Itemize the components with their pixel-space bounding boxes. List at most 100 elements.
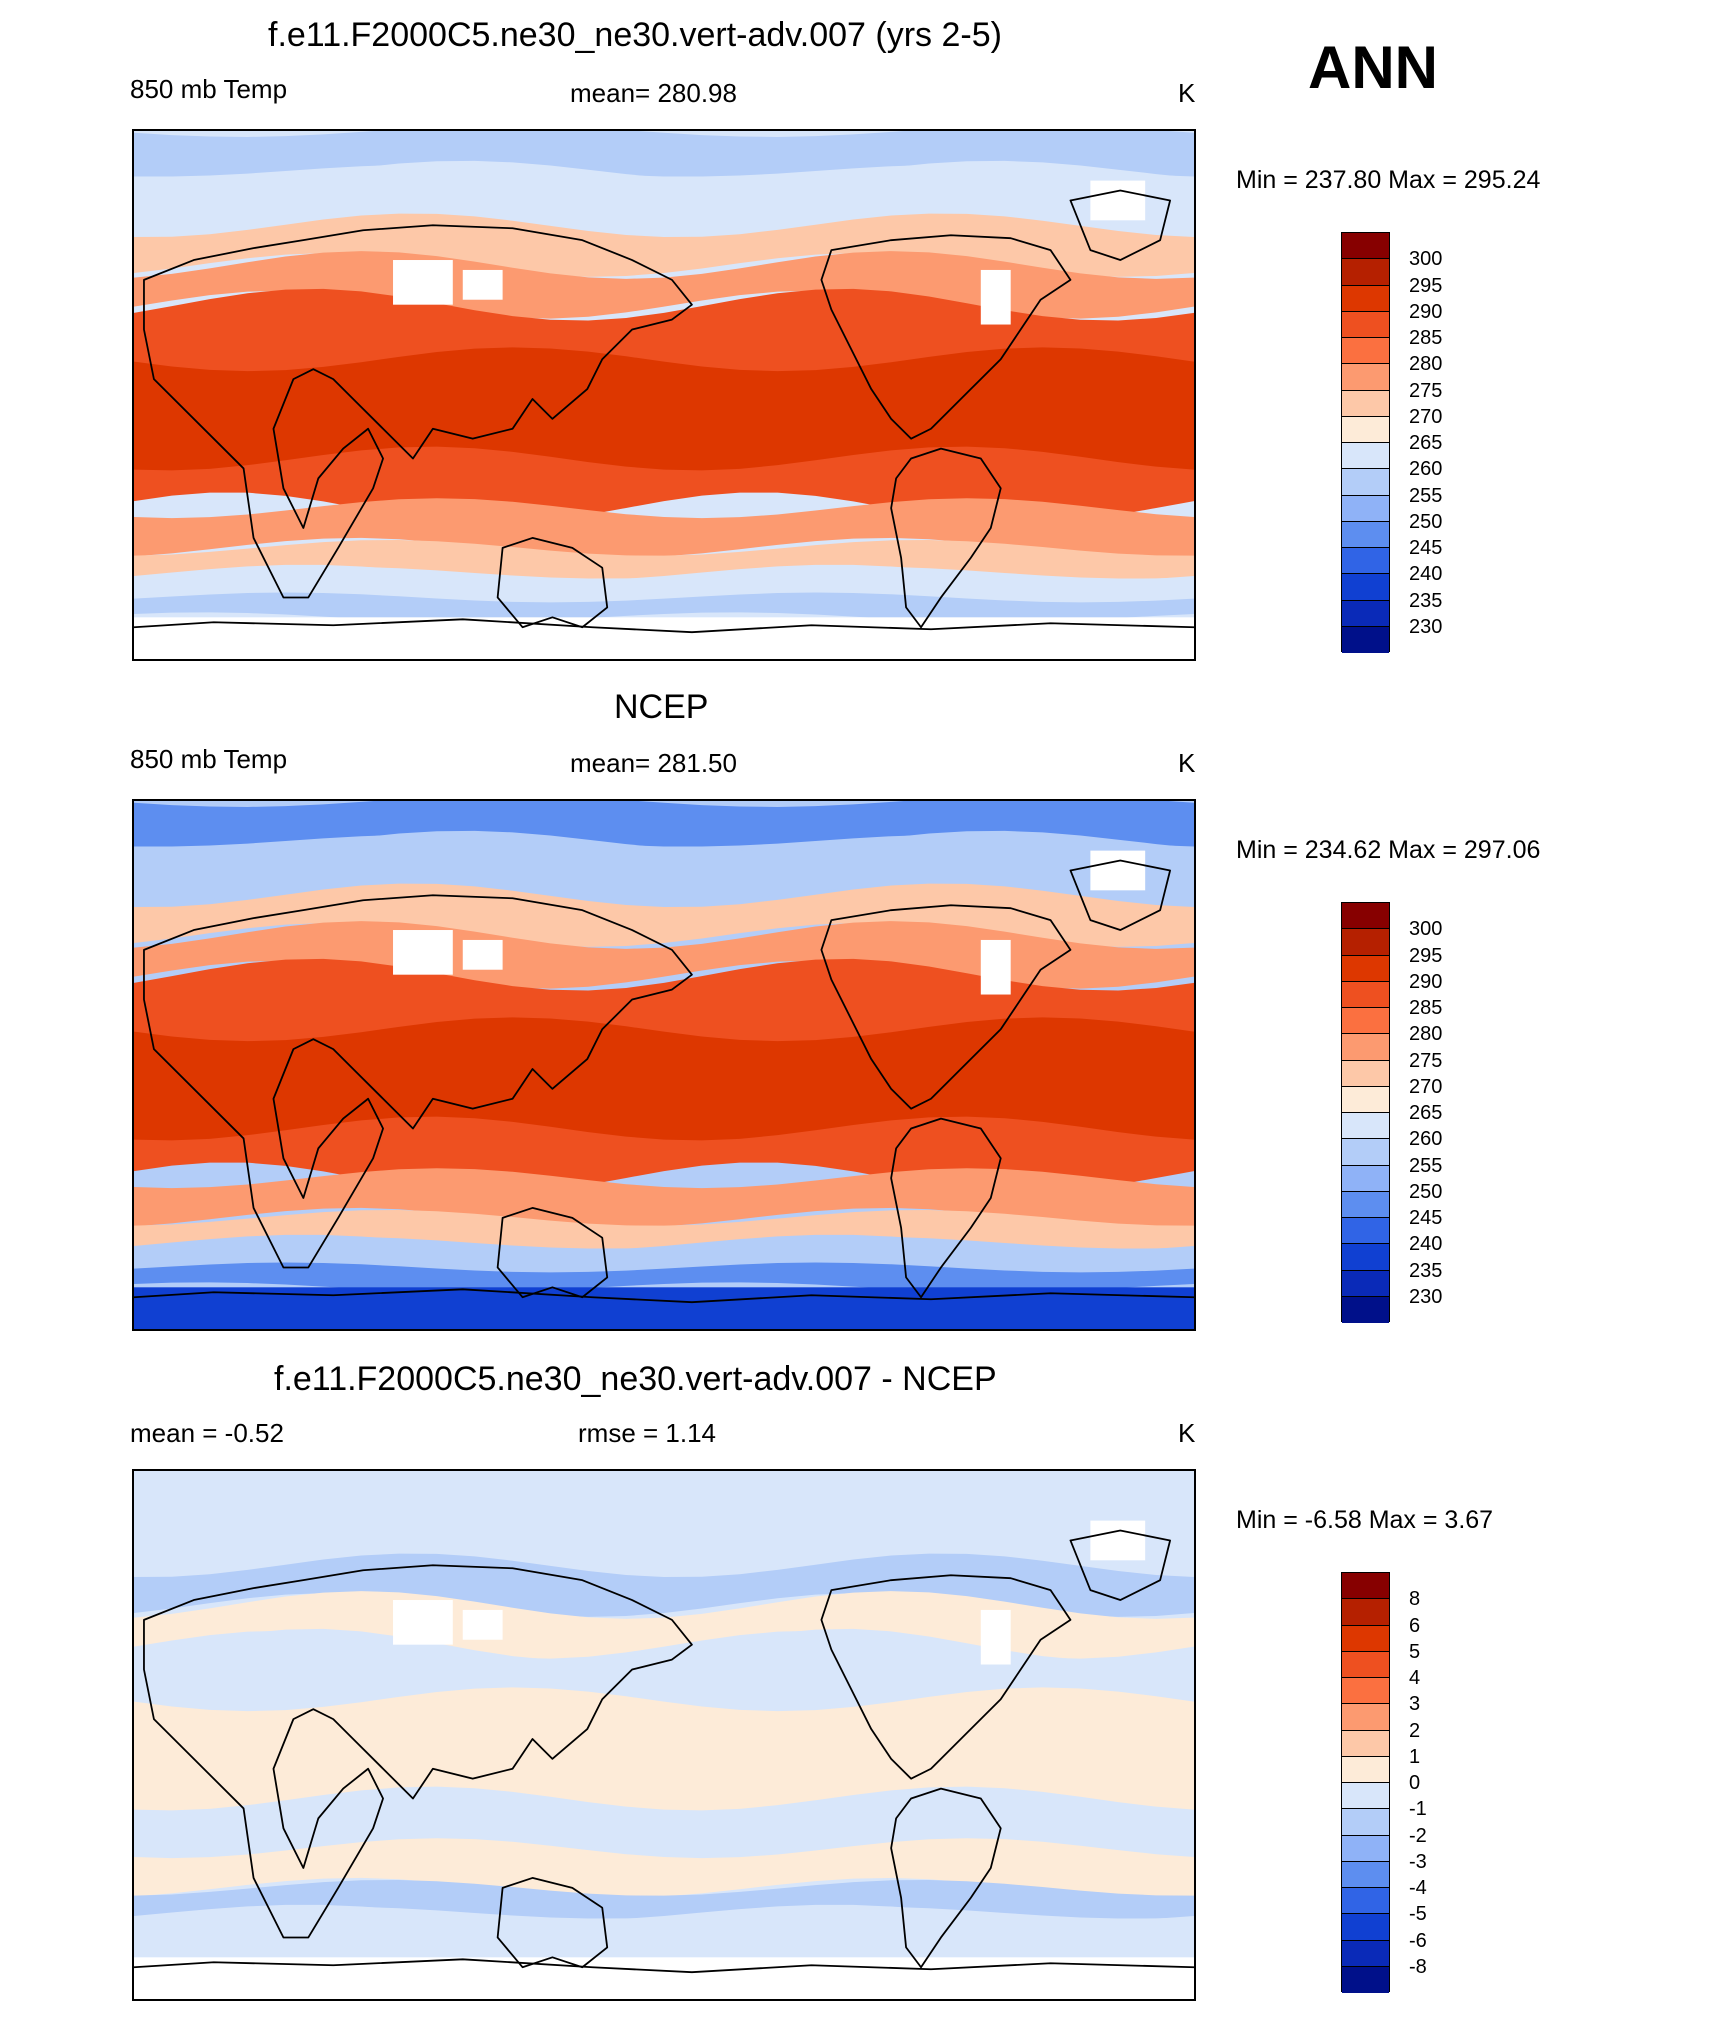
colorbar-segment: [1342, 311, 1389, 338]
missing-data-patch: [980, 939, 1011, 995]
colorbar-tick-label: -6: [1409, 1929, 1427, 1952]
colorbar-segment: [1342, 903, 1389, 930]
hot-core-band: [134, 1687, 1194, 1811]
season-label: ANN: [1308, 34, 1438, 101]
colorbar-segment: [1342, 495, 1389, 522]
missing-data-patch: [462, 1609, 503, 1640]
north-cool-band: [134, 1553, 1194, 1617]
south-mid-band: [134, 1236, 1194, 1274]
north-mid-band: [134, 830, 1194, 906]
colorbar-segment: [1342, 1809, 1389, 1836]
colorbar-tick-label: 300: [1409, 248, 1443, 271]
colorbar-tick-label: 6: [1409, 1614, 1421, 1637]
colorbar-tick-label: 1: [1409, 1745, 1421, 1768]
colorbar-tick-label: 250: [1409, 510, 1443, 533]
colorbar-segment: [1342, 955, 1389, 982]
coastline: [1069, 1529, 1171, 1601]
colorbar-segment: [1342, 233, 1389, 260]
colorbar-segment: [1342, 929, 1389, 956]
colorbar-tick-label: 240: [1409, 563, 1443, 586]
north-polar-band: [134, 801, 1194, 847]
colorbar-segment: [1342, 364, 1389, 391]
colorbar-segment: [1342, 1060, 1389, 1087]
south-cool-band: [134, 1210, 1194, 1251]
colorbar-segment: [1342, 1086, 1389, 1113]
coastline: [143, 1564, 693, 1939]
min-max-label: Min = -6.58 Max = 3.67: [1236, 1506, 1494, 1534]
rmse-label: rmse = 1.14: [578, 1418, 717, 1448]
missing-data-patch: [462, 939, 503, 970]
colorbar-segment: [1342, 1651, 1389, 1678]
coastline: [1069, 189, 1171, 261]
units-label: K: [1178, 748, 1196, 778]
coastline: [890, 447, 1002, 629]
min-max-label: Min = 234.62 Max = 297.06: [1236, 836, 1541, 864]
colorbar-tick-label: -1: [1409, 1798, 1427, 1821]
units-label: K: [1178, 1418, 1196, 1448]
colorbar-segment: [1342, 1940, 1389, 1967]
south-mid-band: [134, 1906, 1194, 1944]
colorbar-tick-label: 275: [1409, 379, 1443, 402]
map-plot: [132, 129, 1196, 661]
colorbar-tick-label: 3: [1409, 1693, 1421, 1716]
colorbar: 300 295 290 285 280 275 270 265 260 255 250 245 240 2…: [1341, 232, 1442, 653]
missing-data-patch: [393, 930, 453, 975]
south-cool-band: [134, 1880, 1194, 1921]
colorbar-tick-label: 240: [1409, 1233, 1443, 1256]
colorbar-segment: [1342, 390, 1389, 417]
colorbar-segment: [1342, 981, 1389, 1008]
colorbar-segment: [1342, 469, 1389, 496]
south-mid-band: [134, 566, 1194, 604]
missing-data-patch: [393, 260, 453, 305]
colorbar-segment: [1342, 521, 1389, 548]
colorbar-tick-label: 260: [1409, 1128, 1443, 1151]
coastline: [134, 1288, 1194, 1304]
colorbar: 8 6 5 4 3 2 1 0 -1 -2 -3 -4 -5 -6 -8: [1341, 1572, 1427, 1993]
colorbar-segment: [1342, 1296, 1389, 1323]
colorbar-tick-label: 295: [1409, 944, 1443, 967]
colorbar-tick-label: 230: [1409, 615, 1443, 638]
missing-data-patch: [1090, 850, 1146, 891]
colorbar-tick-label: 255: [1409, 484, 1443, 507]
coastline: [890, 1117, 1002, 1299]
colorbar-tick-label: -2: [1409, 1824, 1427, 1847]
colorbar-box: [1341, 1572, 1390, 1993]
colorbar-segment: [1342, 1139, 1389, 1166]
colorbar-tick-label: 230: [1409, 1285, 1443, 1308]
colorbar-segment: [1342, 1966, 1389, 1993]
missing-data-patch: [980, 269, 1011, 325]
colorbar-tick-label: 270: [1409, 405, 1443, 428]
colorbar-tick-label: 4: [1409, 1667, 1421, 1689]
colorbar-tick-label: 5: [1409, 1640, 1421, 1663]
variable-label: 850 mb Temp: [130, 74, 288, 104]
colorbar-segment: [1342, 600, 1389, 627]
mean-label: mean= 280.98: [570, 78, 737, 108]
colorbar: 300 295 290 285 280 275 270 265 260 255 250 245 240 2…: [1341, 902, 1442, 1323]
missing-data-patch: [1090, 1520, 1146, 1561]
coastline: [496, 1207, 609, 1299]
mean-label: mean = -0.52: [130, 1418, 284, 1448]
colorbar-segment: [1342, 1244, 1389, 1271]
colorbar-segment: [1342, 259, 1389, 286]
south-warm-band: [134, 1168, 1194, 1228]
coastline: [496, 537, 609, 629]
colorbar-tick-label: 290: [1409, 970, 1443, 993]
panel-title: f.e11.F2000C5.ne30_ne30.vert-adv.007 (yr…: [268, 16, 1002, 54]
coastline: [134, 1958, 1194, 1974]
coastline: [820, 234, 1072, 440]
missing-data-patch: [393, 1600, 453, 1645]
coastline: [890, 1787, 1002, 1969]
south-cool-band: [134, 540, 1194, 581]
north-cool-band: [134, 883, 1194, 947]
colorbar-segment: [1342, 1270, 1389, 1297]
colorbar-segment: [1342, 338, 1389, 365]
map-plot: [132, 799, 1196, 1331]
panel-title: NCEP: [614, 688, 709, 726]
colorbar-tick-label: 265: [1409, 1102, 1443, 1124]
variable-label: 850 mb Temp: [130, 744, 288, 774]
min-max-label: Min = 237.80 Max = 295.24: [1236, 166, 1541, 194]
colorbar-segment: [1342, 574, 1389, 601]
colorbar-tick-label: 235: [1409, 589, 1443, 612]
colorbar-segment: [1342, 1008, 1389, 1035]
map-plot: [132, 1469, 1196, 2001]
